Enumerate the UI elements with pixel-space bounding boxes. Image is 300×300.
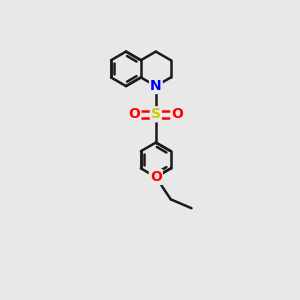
Text: O: O [150,170,162,184]
Text: O: O [128,107,140,121]
Text: O: O [171,107,183,121]
Text: N: N [150,79,162,93]
Text: S: S [151,107,161,121]
